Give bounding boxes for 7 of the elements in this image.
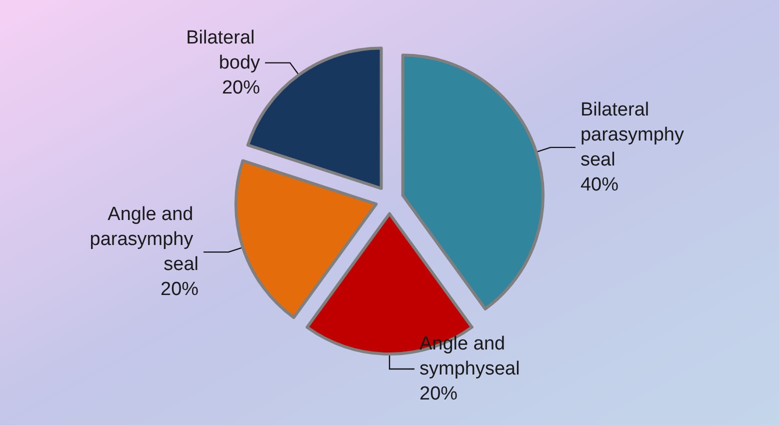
- slice-label: Bilateral parasymphy seal: [580, 99, 690, 170]
- data-label: 20%: [222, 77, 260, 98]
- data-label: 20%: [160, 279, 199, 300]
- slice-label: Bilateral body: [186, 27, 261, 74]
- data-label: 40%: [580, 174, 619, 196]
- slice-label: Angle and parasymphy seal: [90, 204, 199, 276]
- data-label: 20%: [420, 384, 458, 404]
